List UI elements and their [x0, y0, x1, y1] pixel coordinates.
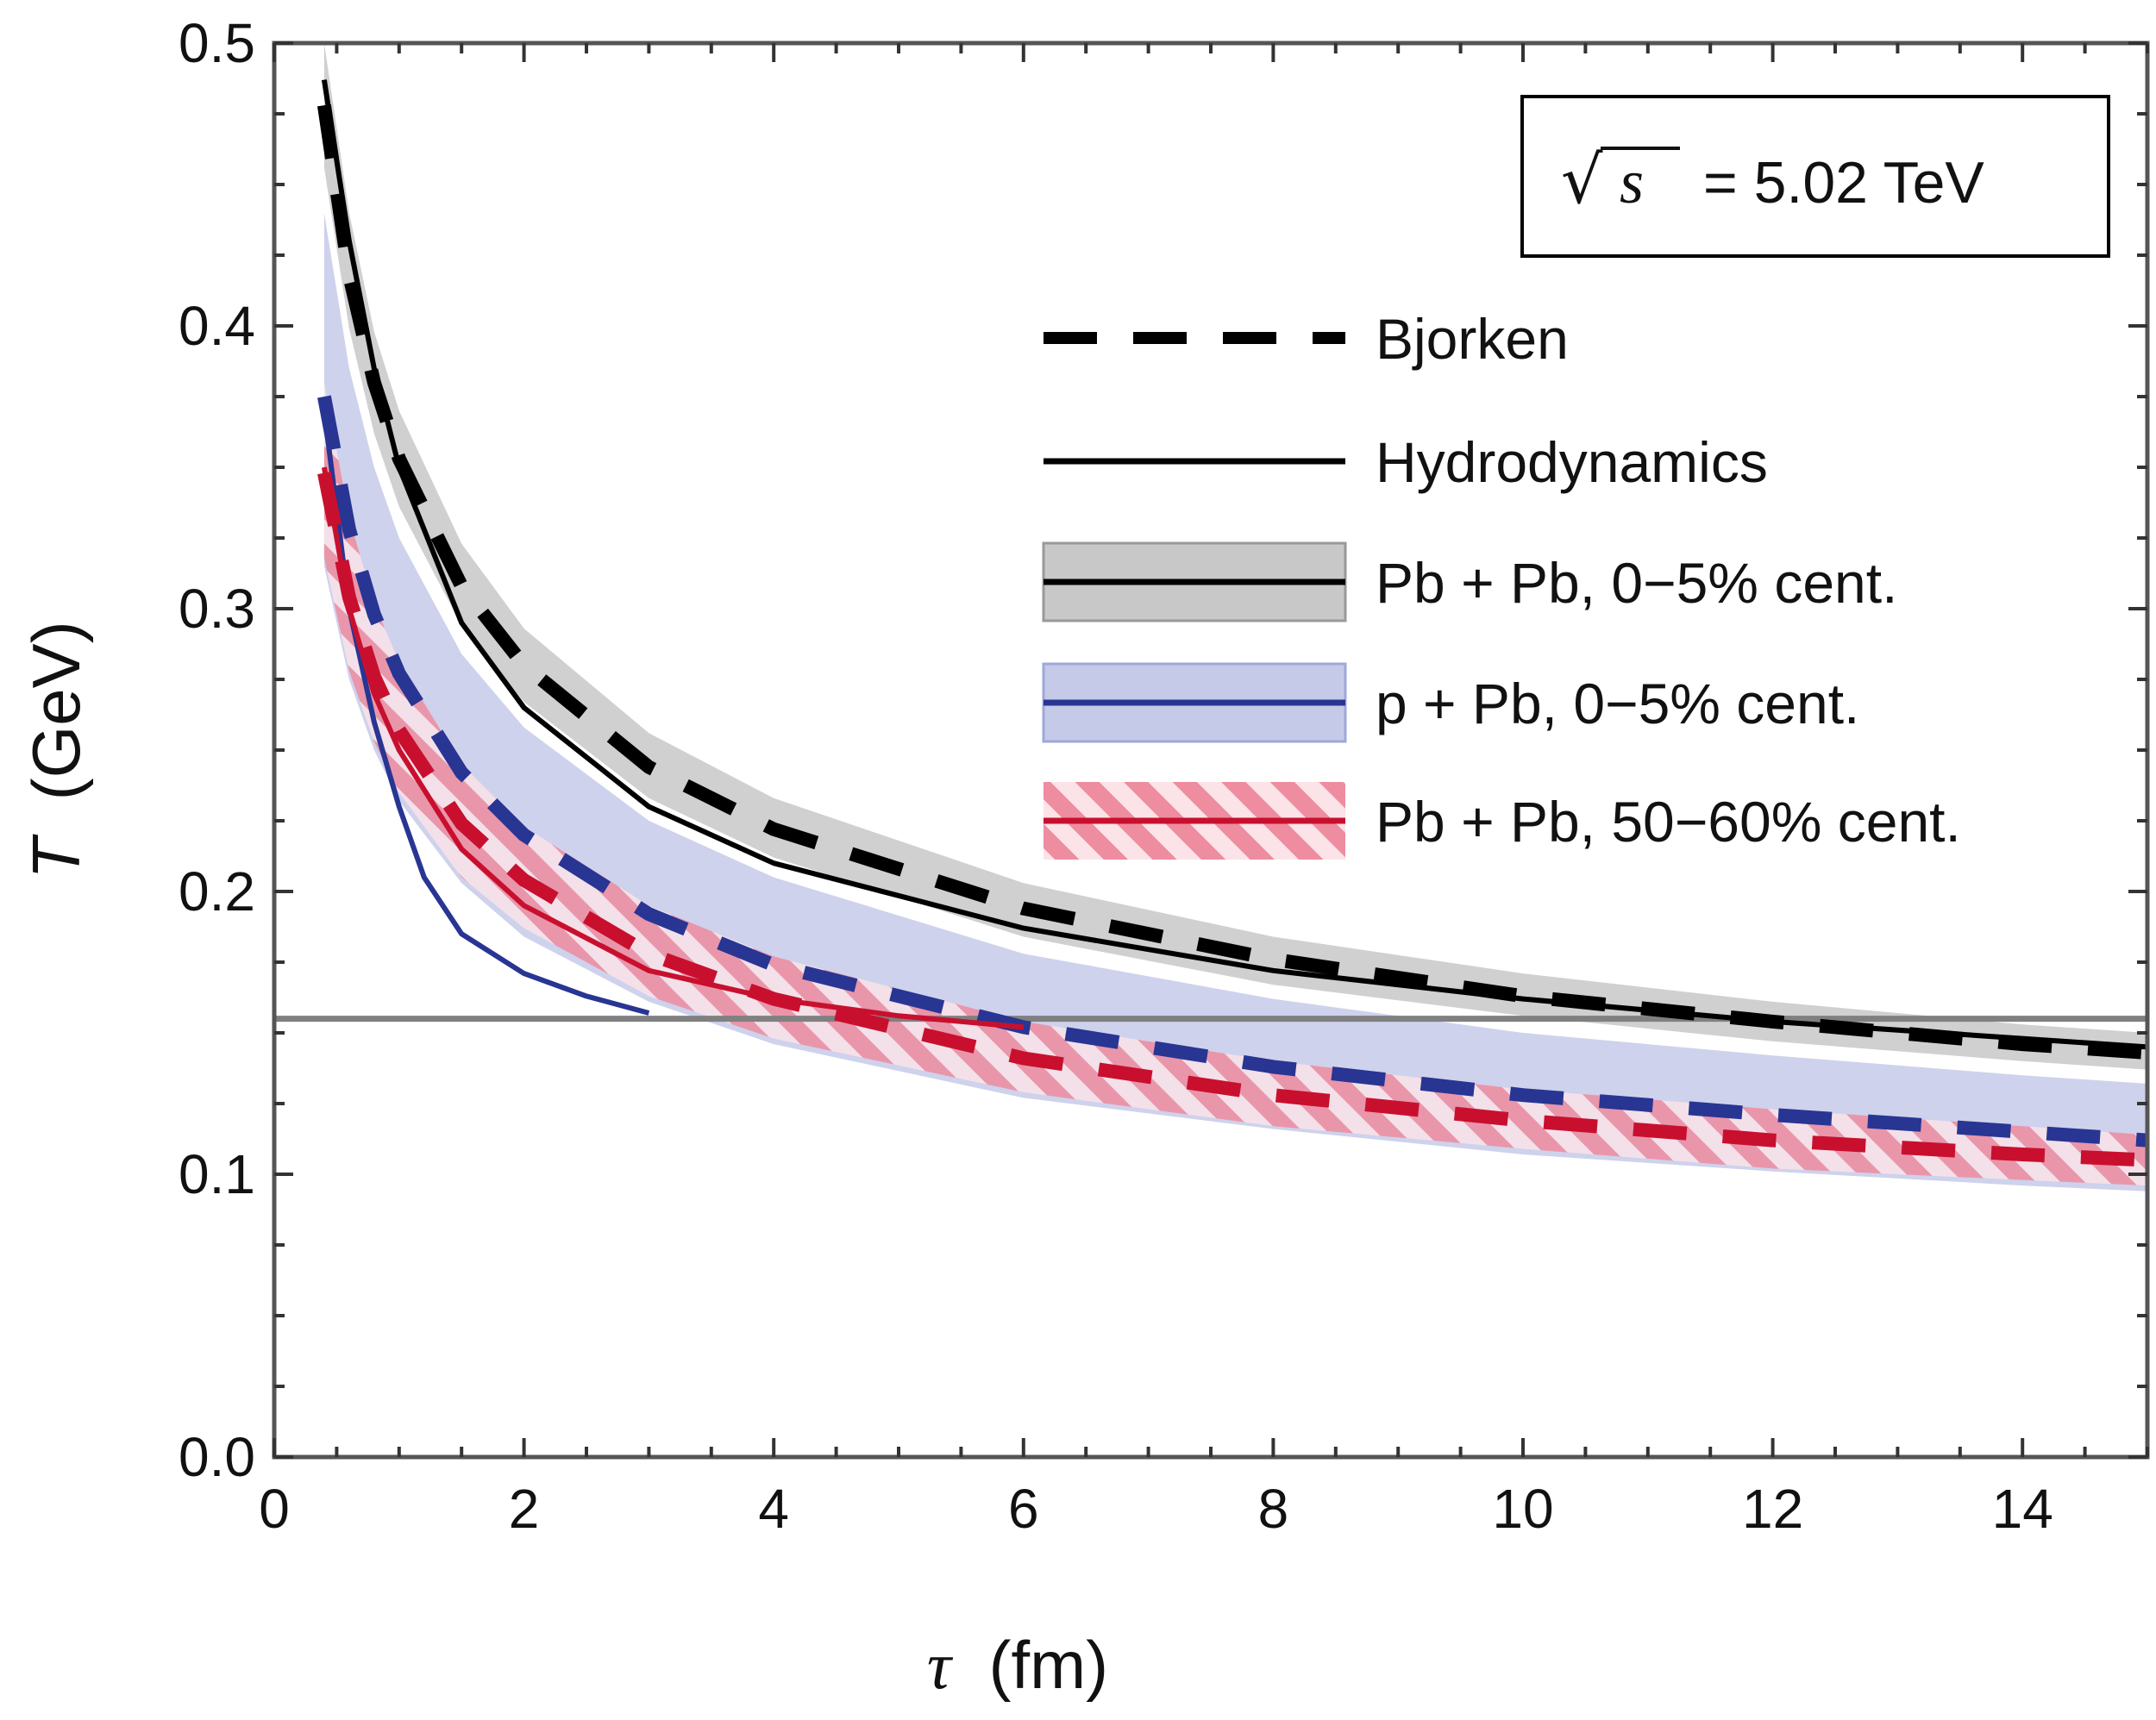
x-tick-label: 8 — [1258, 1478, 1289, 1540]
legend-label: p + Pb, 0−5% cent. — [1376, 672, 1859, 735]
y-tick-label: 0.4 — [179, 295, 255, 357]
y-tick-label: 0.1 — [179, 1143, 255, 1205]
y-axis-unit: (GeV) — [18, 621, 94, 800]
legend-item: Bjorken — [1044, 307, 1569, 371]
x-axis-unit: (fm) — [988, 1627, 1108, 1703]
legend-item: Hydrodynamics — [1044, 430, 1768, 494]
curves — [317, 79, 2147, 1167]
bjorken-curve-pb-pb-50-60-cent — [317, 472, 2147, 1167]
x-tick-label: 6 — [1008, 1478, 1039, 1540]
x-tick-label: 0 — [259, 1478, 290, 1540]
hydro-curve-p-pb-0-5-cent — [321, 410, 650, 1016]
legend: Bjorken Hydrodynamics Pb + Pb, 0−5% cent. p… — [1042, 307, 1961, 860]
y-tick-label: 0.2 — [179, 860, 255, 923]
legend-label: Bjorken — [1376, 307, 1569, 371]
y-tick-label: 0.3 — [179, 578, 255, 640]
x-tick-label: 14 — [1992, 1478, 2053, 1540]
axis-ticks — [273, 41, 2149, 1459]
energy-annotation: √ s = 5.02 TeV — [1520, 95, 2110, 258]
annotation-variable: s — [1620, 147, 1644, 216]
x-axis-title: τ (fm) — [927, 1627, 1108, 1703]
band-pbpb-peripheral — [323, 382, 2147, 1186]
legend-item: Pb + Pb, 50−60% cent. — [1044, 782, 1961, 860]
x-axis-symbol: τ — [927, 1628, 954, 1703]
y-axis-title: T (GeV) — [18, 621, 94, 879]
legend-label: Pb + Pb, 0−5% cent. — [1376, 551, 1897, 615]
x-tick-label: 10 — [1492, 1478, 1553, 1540]
legend-item: Pb + Pb, 0−5% cent. — [1042, 541, 1897, 622]
legend-item: p + Pb, 0−5% cent. — [1042, 662, 1859, 743]
annotation-box — [1520, 95, 2110, 258]
band-pbpb-central — [323, 43, 2147, 1070]
bjorken-curve-pb-pb-0-5-cent — [317, 104, 2147, 1060]
sqrt-symbol: √ — [1561, 141, 1603, 218]
y-tick-label: 0.5 — [179, 12, 255, 74]
x-tick-label: 12 — [1742, 1478, 1803, 1540]
bjorken-curve-p-pb-0-5-cent — [317, 395, 2147, 1148]
tick-labels: 0 2 4 6 8 10 12 14 0.0 0.1 0.2 0.3 0.4 0.5 — [179, 12, 2053, 1540]
uncertainty-bands — [323, 43, 2147, 1191]
legend-label: Hydrodynamics — [1376, 430, 1768, 494]
y-axis-symbol: T — [18, 834, 94, 879]
y-tick-label: 0.0 — [179, 1426, 255, 1488]
band-ppb-central — [323, 212, 2147, 1191]
x-tick-label: 2 — [509, 1478, 540, 1540]
legend-label: Pb + Pb, 50−60% cent. — [1376, 790, 1961, 854]
annotation-value: = 5.02 TeV — [1703, 150, 1984, 216]
x-tick-label: 4 — [758, 1478, 789, 1540]
